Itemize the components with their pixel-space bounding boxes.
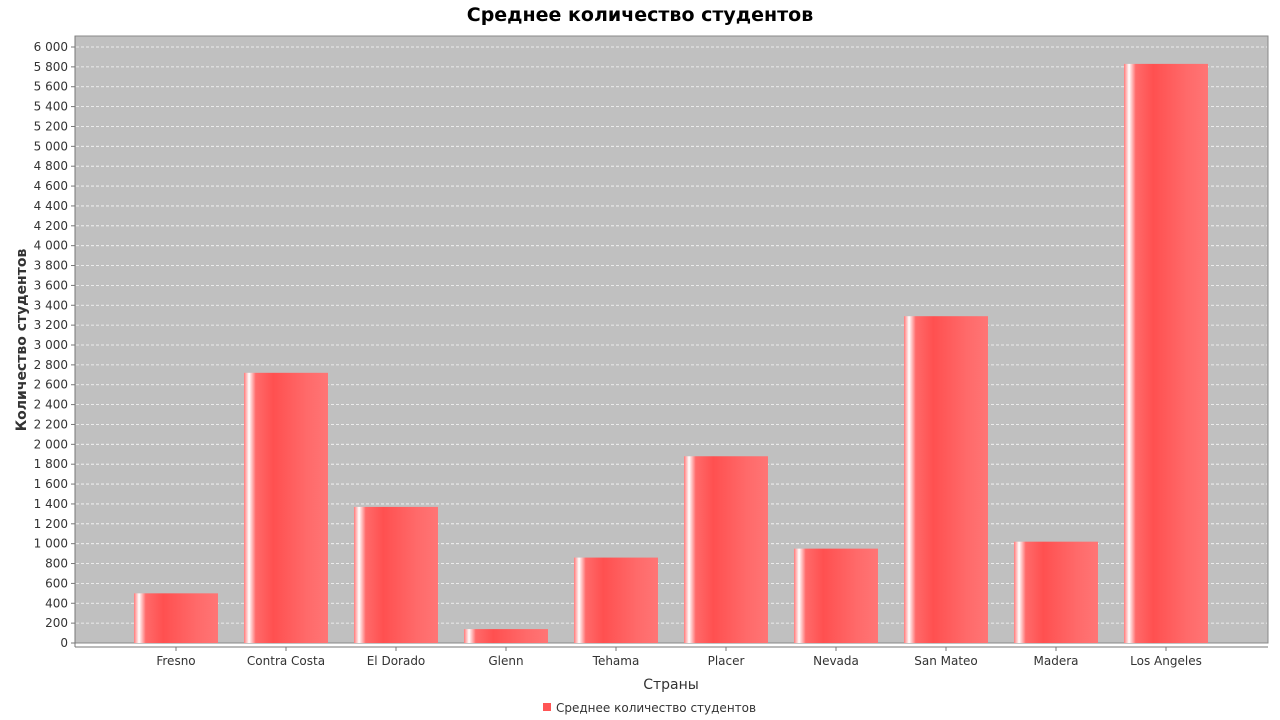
- bar-placer: [684, 456, 768, 643]
- y-tick-label: 600: [45, 576, 68, 590]
- bar-madera: [1014, 541, 1098, 643]
- y-tick-label: 3 600: [34, 278, 68, 292]
- legend: Среднее количество студентов: [543, 701, 756, 715]
- y-tick-label: 1 400: [34, 497, 68, 511]
- y-tick-label: 6 000: [34, 40, 68, 54]
- y-tick-label: 0: [60, 636, 68, 650]
- y-tick-label: 4 200: [34, 219, 68, 233]
- chart-title: Среднее количество студентов: [467, 4, 813, 26]
- y-tick-label: 800: [45, 557, 68, 571]
- grid-lines: [76, 46, 1267, 624]
- y-tick-label: 4 400: [34, 199, 68, 213]
- bar-tehama: [574, 557, 658, 643]
- x-tick-label: Nevada: [813, 654, 859, 668]
- y-tick-label: 2 600: [34, 378, 68, 392]
- x-tick-label: Placer: [708, 654, 745, 668]
- y-ticks-group: 0 200 400 600 800 1 000 1 200 1 400 1 600 1 800 2 …: [34, 40, 75, 650]
- y-tick-label: 2 200: [34, 417, 68, 431]
- y-tick-label: 5 800: [34, 60, 68, 74]
- x-tick-label: Fresno: [156, 654, 195, 668]
- x-tick-label: Glenn: [488, 654, 523, 668]
- legend-label: Среднее количество студентов: [556, 701, 756, 715]
- x-tick-label: San Mateo: [914, 654, 978, 668]
- x-axis-label: Страны: [643, 677, 699, 693]
- x-tick-label: Los Angeles: [1130, 654, 1202, 668]
- y-tick-label: 2 000: [34, 437, 68, 451]
- x-tick-label: Contra Costa: [247, 654, 325, 668]
- x-tick-label: Madera: [1034, 654, 1079, 668]
- bar-el-dorado: [354, 506, 438, 643]
- legend-swatch: [543, 703, 551, 711]
- bar-san-mateo: [904, 316, 988, 643]
- y-tick-label: 2 400: [34, 398, 68, 412]
- bar-fresno: [134, 593, 218, 643]
- y-tick-label: 4 000: [34, 239, 68, 253]
- y-tick-label: 400: [45, 596, 68, 610]
- y-tick-label: 4 600: [34, 179, 68, 193]
- bars-group: [134, 63, 1208, 644]
- bar-nevada: [794, 548, 878, 643]
- x-tick-label: El Dorado: [367, 654, 426, 668]
- y-tick-label: 5 600: [34, 80, 68, 94]
- y-tick-label: 1 800: [34, 457, 68, 471]
- y-tick-label: 3 400: [34, 298, 68, 312]
- y-tick-label: 1 000: [34, 537, 68, 551]
- bar-los-angeles: [1124, 63, 1208, 644]
- bar-contra-costa: [244, 372, 328, 643]
- y-tick-label: 200: [45, 616, 68, 630]
- y-tick-label: 3 200: [34, 318, 68, 332]
- x-ticks-group: Fresno Contra Costa El Dorado Glenn Tehama Pl…: [156, 647, 1202, 668]
- bar-glenn: [464, 629, 548, 643]
- y-tick-label: 5 000: [34, 139, 68, 153]
- y-axis-label: Количество студентов: [14, 249, 30, 432]
- x-tick-label: Tehama: [592, 654, 640, 668]
- y-tick-label: 1 600: [34, 477, 68, 491]
- y-tick-label: 5 400: [34, 100, 68, 114]
- y-tick-label: 1 200: [34, 517, 68, 531]
- y-tick-label: 4 800: [34, 159, 68, 173]
- y-tick-label: 3 800: [34, 259, 68, 273]
- y-tick-label: 5 200: [34, 119, 68, 133]
- y-tick-label: 3 000: [34, 338, 68, 352]
- y-tick-label: 2 800: [34, 358, 68, 372]
